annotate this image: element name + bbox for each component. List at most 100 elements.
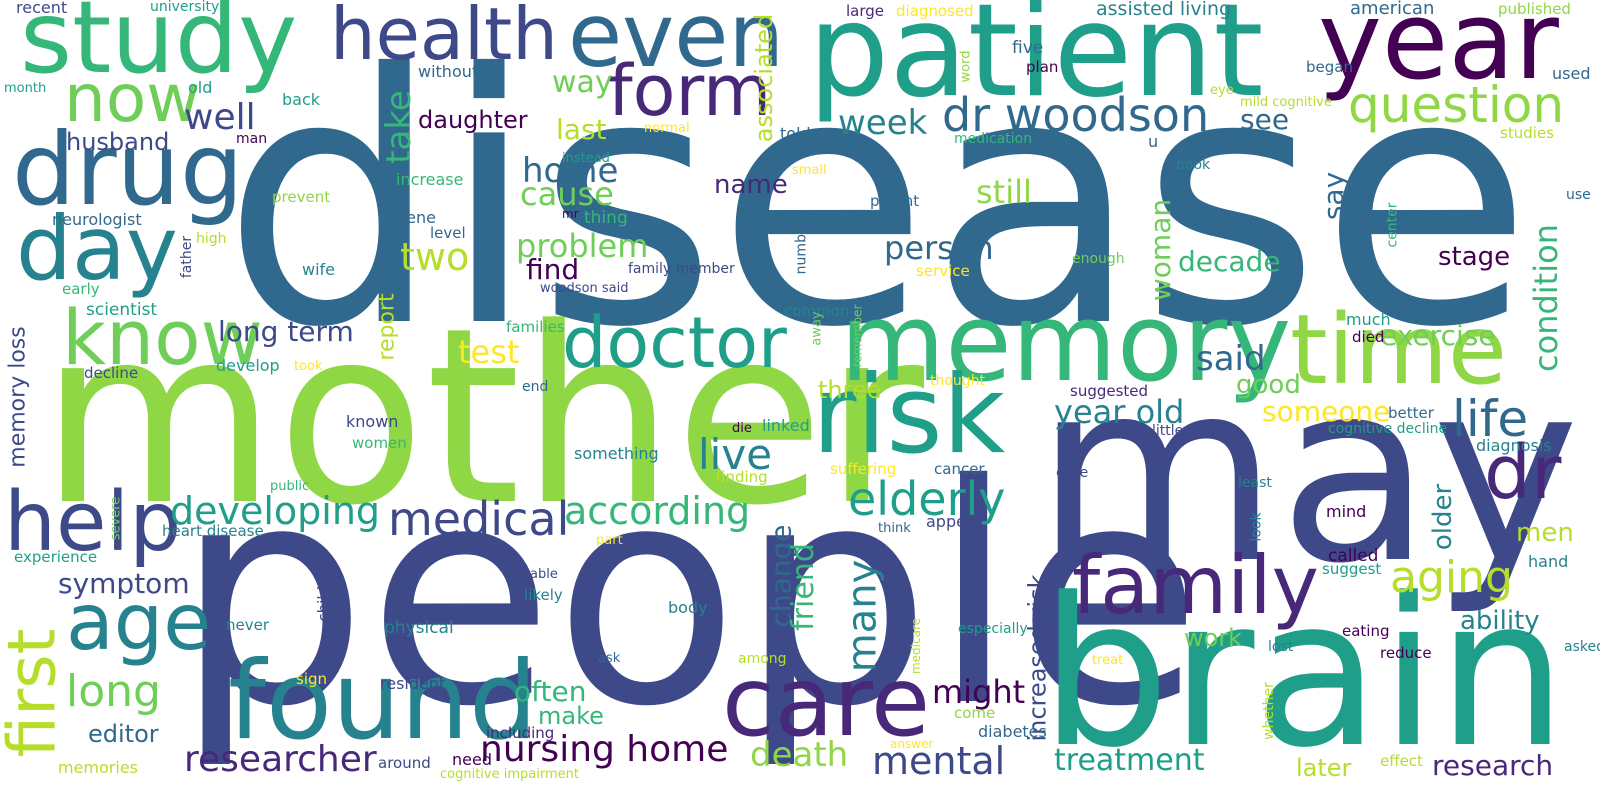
word: day [16,197,178,300]
word: ask [598,651,621,666]
word: symptom [58,567,190,600]
word: according [564,489,751,533]
word: form [608,50,772,132]
word: began [1306,58,1353,76]
word: assisted living [1096,0,1232,20]
word: people [175,421,1203,773]
word: asked [1564,639,1600,655]
word: year old [1054,393,1185,431]
word: diagnosed [896,2,974,20]
word: much [1346,310,1391,329]
word: home [522,151,619,191]
word: center [1384,202,1401,248]
word: doctor [562,302,787,384]
word: physical [384,618,454,638]
word: called [1328,546,1379,566]
word: old [188,78,213,97]
word: suggest [1322,560,1382,578]
word: patient [808,0,1264,126]
word: way [552,65,613,100]
word: medicare [909,617,924,675]
word: university [150,0,220,15]
word: large [846,2,885,20]
word: memory [840,281,1292,406]
word: well [184,97,256,138]
word: wife [302,260,336,279]
word: u [1148,132,1159,151]
word: husband [66,128,170,156]
word: dr [1484,430,1562,516]
word: lost [1268,639,1294,655]
word: last [556,113,607,146]
word: man [236,131,268,147]
word: normal [644,121,690,136]
word: month [4,81,47,96]
word: even [568,0,785,87]
word: suffering [830,460,897,478]
word: thought [930,373,986,389]
word: death [750,735,849,775]
word: still [976,173,1032,211]
word: memory loss [5,326,31,468]
word: public [270,479,310,494]
word: resident [380,674,446,693]
word: likely [524,586,563,604]
word: life [1452,390,1529,448]
word: aging [1390,552,1513,603]
word: sign [296,670,328,688]
word: increased risk [1023,574,1052,742]
word: elderly [848,472,1006,526]
word: cognitive decline [1328,421,1448,437]
word: need [452,750,492,769]
word: family [1072,539,1319,632]
word: mr [562,207,579,221]
word: test [458,333,520,371]
word: mild cognitive [1240,95,1332,110]
word: prevent [272,188,331,206]
word: question [1348,76,1565,134]
word: exercise [1380,319,1496,352]
word: woman [1144,198,1178,302]
word: heart disease [162,522,264,540]
word: used [1552,64,1591,83]
word: american [1350,0,1435,19]
word: case [1056,465,1089,481]
word: name [714,170,788,200]
word: body [668,598,708,617]
word: associated [750,13,779,143]
word: health [330,0,558,76]
word: least [1238,475,1272,491]
word: died [1352,328,1385,346]
word: linked [762,416,810,435]
word: person [884,229,994,267]
word: might [932,673,1026,711]
word: report [374,293,400,361]
word: woodson said [540,281,629,296]
word: developing [170,489,381,533]
word: among [738,651,787,667]
word: take [378,90,419,164]
word: found [228,639,538,764]
word: three [818,376,882,404]
word: cause [520,175,614,213]
word: say [1317,171,1351,221]
word: suggested [1070,382,1149,400]
word: treatment [1054,743,1205,778]
word: neurologist [52,210,142,229]
word: finding [716,468,768,486]
word: research [1432,749,1554,782]
word: friend [785,543,821,631]
word: daughter [418,106,528,134]
word: dr woodson [942,88,1210,142]
word: away [809,311,825,346]
word: told [780,124,811,143]
word: long [66,666,161,717]
word: die [732,421,752,436]
word: enough [1072,251,1125,267]
word: look [1248,512,1265,542]
word: may [1035,327,1580,618]
word: good [1236,370,1301,400]
word: mental [872,739,1006,783]
word: many [839,559,886,673]
word: work [1184,624,1243,652]
